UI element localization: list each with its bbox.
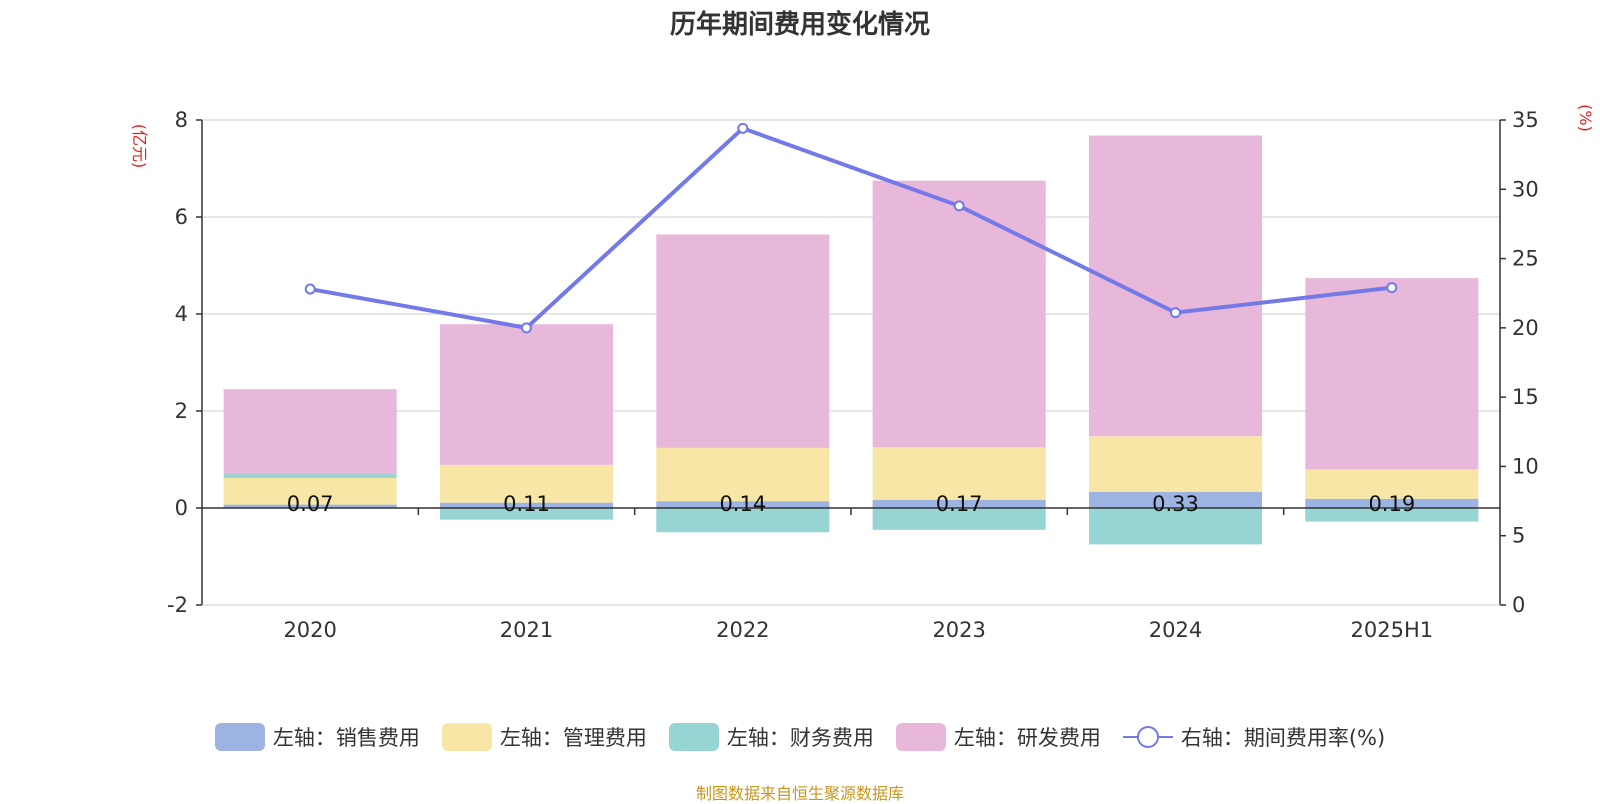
right-tick-label: 0 (1512, 593, 1525, 617)
legend-item-3[interactable]: 左轴：财务费用 (668, 722, 874, 752)
bar-3-2021 (439, 508, 614, 520)
legend-swatch (668, 723, 719, 751)
bar-3-2023 (872, 508, 1046, 530)
left-tick-label: 8 (175, 108, 188, 132)
category-label-2025H1: 2025H1 (1351, 618, 1434, 642)
bar-1-2021 (439, 502, 614, 508)
left-tick-label: 4 (175, 302, 188, 326)
bar-4-2023 (872, 180, 1046, 448)
rate-line (309, 126, 1393, 331)
legend-line-icon (1122, 726, 1173, 748)
bar-4-2024 (1088, 135, 1263, 437)
right-tick-label: 35 (1512, 108, 1539, 132)
left-tick-label: 0 (175, 496, 188, 520)
right-tick-label: 25 (1512, 247, 1539, 271)
legend-item-4[interactable]: 左轴：研发费用 (895, 722, 1101, 752)
bar-3-2025H1 (1305, 508, 1479, 522)
rate-point-2021 (521, 322, 532, 334)
data-label-2020: 0.07 (287, 492, 334, 516)
bar-4-2021 (439, 324, 614, 465)
rate-point-2022 (737, 122, 749, 134)
right-tick-label: 15 (1512, 385, 1539, 409)
bar-3-2022 (656, 508, 830, 533)
bar-4-2025H1 (1305, 278, 1479, 470)
rate-point-2020 (304, 283, 316, 295)
category-label-2023: 2023 (932, 618, 985, 642)
bar-4-2022 (656, 234, 830, 448)
legend-item-line[interactable]: 右轴：期间费用率(%) (1122, 722, 1386, 752)
right-tick-label: 5 (1512, 524, 1525, 548)
bar-3-2024 (1088, 508, 1263, 545)
legend-item-1[interactable]: 左轴：销售费用 (214, 722, 420, 752)
legend-label: 左轴：研发费用 (953, 726, 1101, 750)
legend-label: 左轴：财务费用 (726, 726, 874, 750)
left-tick-label: -2 (167, 593, 188, 617)
category-label-2021: 2021 (500, 618, 553, 642)
bar-2-2023 (872, 447, 1046, 500)
data-label-2025H1: 0.19 (1368, 492, 1415, 516)
bar-1-2020 (223, 504, 397, 508)
chart-svg: -2 0 2 4 6 8 (亿元) 0 5 10 15 20 25 30 35 (%) 2020 2021 2022… (130, 104, 1595, 642)
bar-2-2020 (223, 477, 397, 505)
bar-2-2021 (439, 464, 614, 503)
bar-2-2024 (1088, 436, 1263, 492)
legend-label: 右轴：期间费用率(%) (1180, 726, 1386, 750)
right-axis-unit: (%) (1576, 104, 1595, 132)
legend-label: 左轴：销售费用 (272, 726, 420, 750)
category-label-2024: 2024 (1149, 618, 1202, 642)
right-tick-label: 20 (1512, 316, 1539, 340)
right-tick-label: 10 (1512, 454, 1539, 478)
legend-label: 左轴：管理费用 (499, 726, 647, 750)
right-tick-label: 30 (1512, 177, 1539, 201)
data-label-2021: 0.11 (503, 492, 550, 516)
left-axis-unit: (亿元) (130, 124, 149, 169)
bar-2-2025H1 (1305, 469, 1479, 499)
bar-1-2023 (872, 499, 1046, 508)
chart-title: 历年期间费用变化情况 (669, 10, 930, 40)
legend-item-2[interactable]: 左轴：管理费用 (441, 722, 647, 752)
rate-point-2025H1 (1386, 282, 1398, 294)
rate-point-2024 (1170, 307, 1181, 319)
bar-1-2025H1 (1305, 498, 1479, 508)
category-label-2020: 2020 (283, 618, 336, 642)
data-label-2024: 0.33 (1152, 492, 1199, 516)
chart-legend: 左轴：销售费用 左轴：管理费用 左轴：财务费用 左轴：研发费用 右轴：期间费用率(%) (0, 722, 1600, 752)
legend-swatch (441, 723, 492, 751)
left-tick-label: 2 (175, 399, 188, 423)
data-source-note: 制图数据来自恒生聚源数据库 (695, 784, 904, 803)
category-label-2022: 2022 (716, 618, 769, 642)
bar-2-2022 (656, 447, 830, 502)
legend-swatch (214, 723, 265, 751)
bar-4-2020 (223, 389, 397, 475)
left-tick-label: 6 (175, 205, 188, 229)
legend-swatch (895, 723, 946, 751)
data-label-2022: 0.14 (719, 492, 766, 516)
data-label-2023: 0.17 (936, 492, 983, 516)
bar-3-2020 (223, 474, 397, 478)
bar-1-2024 (1088, 491, 1263, 508)
bar-1-2022 (656, 501, 830, 508)
rate-point-2023 (953, 200, 965, 212)
